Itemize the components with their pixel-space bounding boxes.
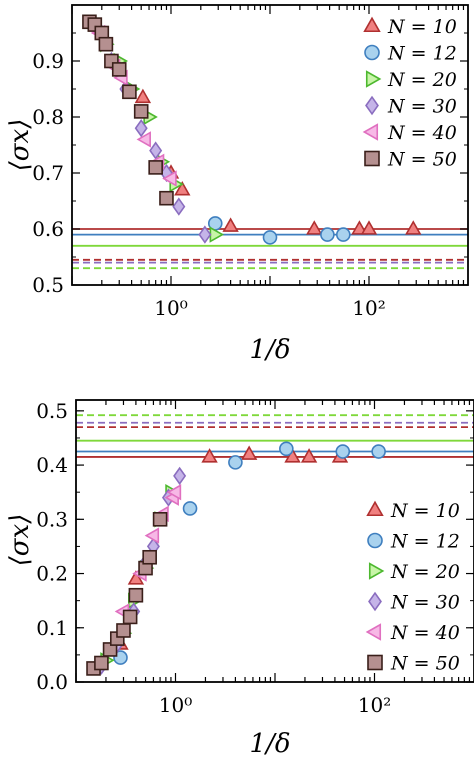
legend-label: N = 12 xyxy=(387,43,457,65)
legend-label: N = 50 xyxy=(387,149,457,171)
legend-label: N = 20 xyxy=(387,69,457,91)
data-point xyxy=(284,448,301,463)
data-point xyxy=(111,62,127,77)
x-axis-label: 1/δ xyxy=(250,729,291,759)
legend-marker xyxy=(366,500,384,517)
y-tick-label: 0.0 xyxy=(36,670,68,694)
series-n=12 xyxy=(113,441,386,665)
legend-label: N = 12 xyxy=(390,531,460,553)
data-point xyxy=(116,623,131,638)
data-point xyxy=(134,119,148,138)
series-n=50 xyxy=(82,14,174,206)
data-point xyxy=(360,220,378,235)
legend-marker xyxy=(367,654,383,671)
data-point xyxy=(98,36,114,52)
legend-marker xyxy=(365,623,382,641)
y-axis-label: ⟨σx⟩ xyxy=(5,119,35,172)
series-n=10 xyxy=(134,88,422,235)
x-tick-label: 10⁰ xyxy=(154,296,187,320)
y-tick-label: 0.7 xyxy=(32,161,64,185)
legend-marker xyxy=(368,562,385,580)
y-tick-label: 0.3 xyxy=(36,507,68,531)
y-tick-label: 0.1 xyxy=(36,616,68,640)
data-point xyxy=(148,160,163,175)
data-point xyxy=(182,501,198,516)
plot-area xyxy=(76,414,474,676)
series-n=30 xyxy=(90,18,212,244)
data-point xyxy=(174,181,191,196)
data-point xyxy=(371,444,386,459)
legend-label: N = 20 xyxy=(390,561,460,583)
legend-marker xyxy=(365,95,379,116)
data-point xyxy=(122,609,138,625)
legend-marker xyxy=(367,532,383,549)
y-tick-label: 0.5 xyxy=(32,273,64,297)
data-point xyxy=(144,527,160,544)
data-point xyxy=(134,88,152,104)
x-tick-label: 10² xyxy=(352,296,385,320)
data-point xyxy=(127,570,145,585)
data-point xyxy=(228,455,243,470)
legend-label: N = 10 xyxy=(387,16,457,38)
data-point xyxy=(279,441,294,457)
data-point xyxy=(173,466,187,486)
y-tick-label: 0.6 xyxy=(32,217,64,241)
data-point xyxy=(262,230,278,245)
data-point xyxy=(152,512,168,527)
series-n=12 xyxy=(207,216,351,245)
data-point xyxy=(128,587,144,603)
legend-marker xyxy=(364,44,380,61)
legend-marker xyxy=(363,16,381,33)
data-point xyxy=(142,549,157,565)
y-tick-label: 0.5 xyxy=(36,399,68,423)
top-panel: 10⁰ 10² 0.5 0.6 0.7 0.8 0.9 1/δ ⟨σx⟩ N = 10 N = 12… xyxy=(5,4,469,365)
legend-label: N = 40 xyxy=(387,122,457,144)
data-point xyxy=(306,220,323,235)
data-point xyxy=(351,220,368,235)
x-tick-label: 10² xyxy=(358,693,391,717)
legend-label: N = 40 xyxy=(390,622,460,644)
data-point xyxy=(198,225,212,244)
legend-label: N = 30 xyxy=(387,96,457,118)
data-point xyxy=(320,227,335,242)
legend: N = 10 N = 12 N = 20 N = 30 N = 40 N = 50 xyxy=(365,500,460,675)
data-point xyxy=(240,445,258,460)
y-tick-label: 0.8 xyxy=(32,105,64,129)
data-point xyxy=(172,197,186,216)
data-point xyxy=(201,448,218,463)
legend: N = 10 N = 12 N = 20 N = 30 N = 40 N = 50 xyxy=(362,16,457,171)
y-tick-label: 0.2 xyxy=(36,562,68,586)
legend-label: N = 50 xyxy=(390,653,460,675)
x-axis-label: 1/δ xyxy=(250,335,291,365)
y-tick-label: 0.9 xyxy=(32,49,64,73)
data-point xyxy=(133,104,149,119)
legend-marker xyxy=(362,123,379,141)
data-point xyxy=(162,170,177,187)
y-axis-label: ⟨σx⟩ xyxy=(5,514,35,567)
data-point xyxy=(122,84,137,100)
data-point xyxy=(149,141,163,160)
legend-marker xyxy=(368,591,382,612)
data-point xyxy=(136,131,151,148)
legend-marker xyxy=(364,150,380,167)
series-n=50 xyxy=(86,512,168,676)
legend-marker xyxy=(365,70,382,88)
x-tick-label: 10⁰ xyxy=(159,693,192,717)
data-point xyxy=(405,220,422,235)
data-point xyxy=(159,190,174,206)
plot-area xyxy=(72,14,468,270)
data-point xyxy=(94,655,109,671)
data-point xyxy=(222,217,239,232)
data-point xyxy=(166,483,182,501)
data-point xyxy=(335,227,351,242)
legend-label: N = 30 xyxy=(390,592,460,614)
y-tick-label: 0.4 xyxy=(36,453,68,477)
data-point xyxy=(300,448,318,463)
legend-label: N = 10 xyxy=(390,500,460,522)
data-point xyxy=(335,444,351,459)
